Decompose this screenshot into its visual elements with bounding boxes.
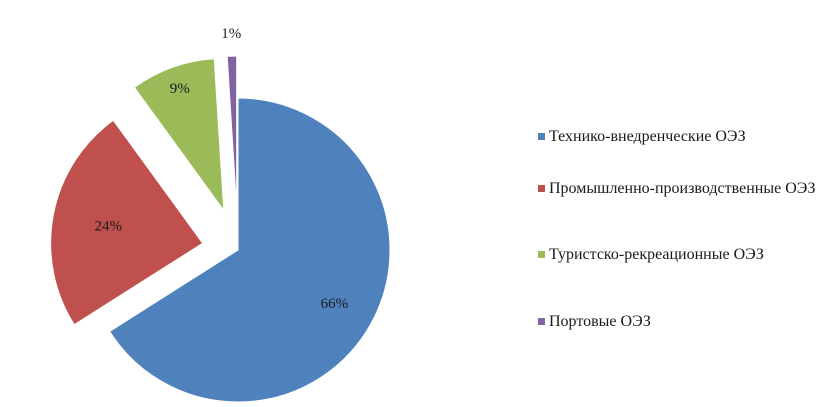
slice-label-port: 1% [221,26,241,42]
slice-port [226,55,238,209]
legend-label: Технико-внедренческие ОЭЗ [549,128,746,145]
slice-tourism [133,58,225,213]
legend-swatch [538,318,545,325]
slice-label-technical: 66% [321,296,349,312]
legend-item-tourism: Туристско-рекреационные ОЭЗ [538,244,835,266]
slice-label-industrial: 24% [95,218,123,234]
legend-label: Туристско-рекреационные ОЭЗ [549,246,764,263]
legend-label: Портовые ОЭЗ [549,313,651,330]
slice-label-tourism: 9% [170,81,190,97]
legend-item-technical: Технико-внедренческие ОЭЗ [538,126,835,148]
slice-technical [108,97,391,403]
legend-item-industrial: Промышленно-производственные ОЭЗ [538,178,835,200]
legend-swatch [538,185,545,192]
legend-label: Промышленно-производственные ОЭЗ [549,180,816,197]
slice-industrial [50,119,204,326]
legend-swatch [538,133,545,140]
legend-item-port: Портовые ОЭЗ [538,311,835,333]
legend-swatch [538,251,545,258]
